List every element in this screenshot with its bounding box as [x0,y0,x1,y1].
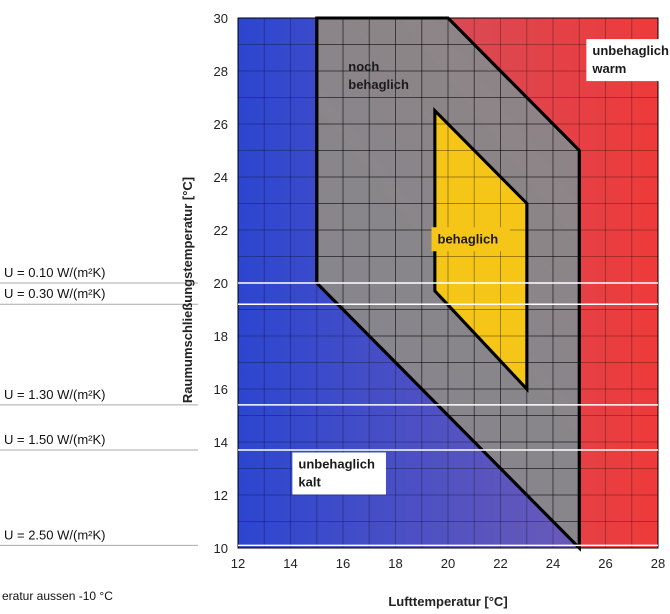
y-tick-label: 18 [214,329,228,344]
x-tick-label: 16 [336,556,350,571]
zone-label-text: unbehaglich [592,43,669,58]
y-tick-label: 12 [214,488,228,503]
zone-label-text: behaglich [348,77,409,92]
x-tick-label: 14 [283,556,297,571]
y-tick-label: 14 [214,435,228,450]
u-line-label: U = 0.10 W/(m²K) [4,265,106,280]
x-tick-label: 12 [231,556,245,571]
zone-warm-fill [448,18,658,548]
u-line-label: U = 2.50 W/(m²K) [4,527,106,542]
x-tick-label: 26 [598,556,612,571]
x-tick-label: 28 [651,556,665,571]
zone-label-box [292,452,386,495]
x-tick-label: 18 [388,556,402,571]
y-tick-label: 28 [214,64,228,79]
y-tick-label: 16 [214,382,228,397]
u-line-label: U = 1.30 W/(m²K) [4,387,106,402]
u-line-label: U = 0.30 W/(m²K) [4,286,106,301]
y-tick-label: 20 [214,276,228,291]
zone-labels: unbehaglich warm noch behaglich behaglich unb… [292,39,670,495]
y-tick-label: 26 [214,117,228,132]
zone-label-box [431,227,510,252]
x-tick-label: 24 [546,556,560,571]
zone-label-text: unbehaglich [298,457,375,472]
zone-label-text: behaglich [438,231,499,246]
y-tick-label: 30 [214,11,228,26]
zone-label-text: noch [348,59,379,74]
x-tick-label: 20 [441,556,455,571]
x-tick-labels: 12 14 16 18 20 22 24 26 28 [231,556,665,571]
zone-cold-fill [238,18,580,548]
u-value-lines: U = 0.10 W/(m²K) U = 0.30 W/(m²K) U = 1.30… [0,265,658,547]
y-tick-label: 24 [214,170,228,185]
x-axis-title: Lufttemperatur [°C] [388,594,507,609]
x-tick-label: 22 [493,556,507,571]
y-tick-label: 10 [214,541,228,556]
y-tick-label: 22 [214,223,228,238]
y-axis-title: Raumumschließungstemperatur [°C] [180,177,195,403]
u-line-label: U = 1.50 W/(m²K) [4,432,106,447]
y-tick-labels: 10 12 14 16 18 20 22 24 26 28 30 [214,11,228,556]
zone-label-box [586,39,670,82]
footnote: eratur aussen -10 °C [2,589,113,603]
zone-label-text: warm [591,61,626,76]
zone-label-text: kalt [298,475,321,490]
